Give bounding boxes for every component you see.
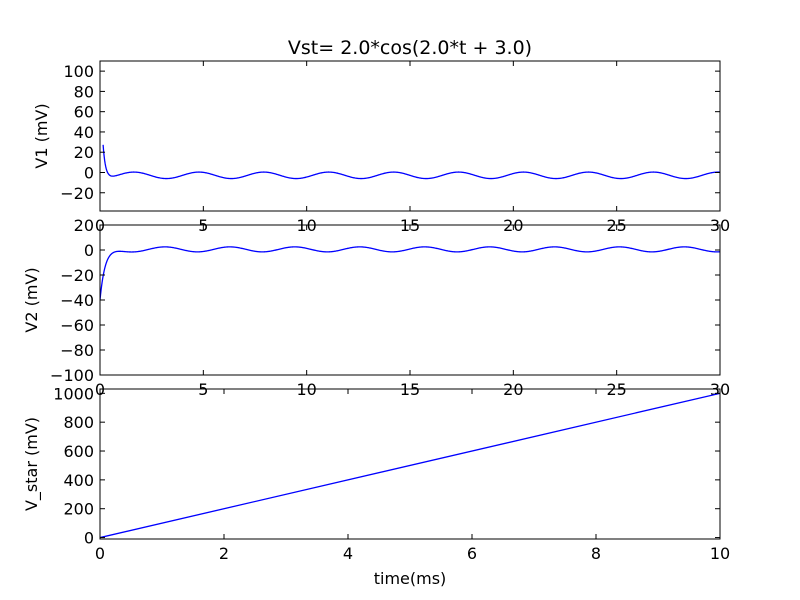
vstar-xtick-label: 4 — [343, 544, 353, 563]
vstar-ytick-label: 1000 — [53, 384, 94, 403]
vstar-xtick-label: 2 — [219, 544, 229, 563]
v1-ytick-label: 60 — [74, 103, 94, 122]
vstar-xtick-label: 6 — [467, 544, 477, 563]
v1-series-line-v1 — [102, 144, 720, 180]
vstar-ytick-label: 600 — [63, 442, 94, 461]
vstar-xtick-label: 10 — [710, 544, 730, 563]
v2-ytick-label: −100 — [50, 366, 94, 385]
v2-ytick-label: −60 — [60, 316, 94, 335]
v2-ytick-label: 20 — [74, 216, 94, 235]
vstar-ytick-label: 400 — [63, 471, 94, 490]
v2-ytick-label: 0 — [84, 241, 94, 260]
v1-ylabel: V1 (mV) — [32, 103, 51, 168]
v2-ytick-label: −20 — [60, 266, 94, 285]
vstar-ytick-label: 800 — [63, 413, 94, 432]
vstar-xtick-label: 0 — [95, 544, 105, 563]
v1-ytick-label: 0 — [84, 163, 94, 182]
v1-ytick-label: 40 — [74, 123, 94, 142]
vstar-xtick-label: 8 — [591, 544, 601, 563]
v2-ytick-label: −80 — [60, 341, 94, 360]
vstar-xlabel: time(ms) — [374, 569, 447, 588]
v2-series-line-v2 — [100, 246, 720, 301]
vstar-ytick-label: 0 — [84, 529, 94, 548]
v1-ytick-label: −20 — [60, 184, 94, 203]
vstar-plot-area: 0 2 4 6 8 10 0 200 400 600 800 1000 — [53, 384, 730, 563]
v2-ytick-label: −40 — [60, 291, 94, 310]
figure-title: Vst= 2.0*cos(2.0*t + 3.0) — [288, 37, 532, 59]
vstar-axes-frame — [99, 388, 721, 540]
panel-vstar: 0 2 4 6 8 10 0 200 400 600 800 1000 V_star (mV) tim… — [22, 384, 730, 588]
vstar-series-line-v-star — [100, 392, 720, 539]
v1-ytick-label: 100 — [63, 62, 94, 81]
v2-ylabel: V2 (mV) — [22, 267, 41, 332]
v1-ytick-label: 80 — [74, 82, 94, 101]
v1-ytick-label: 20 — [74, 143, 94, 162]
vstar-ytick-label: 200 — [63, 500, 94, 519]
vstar-ylabel: V_star (mV) — [22, 417, 42, 511]
